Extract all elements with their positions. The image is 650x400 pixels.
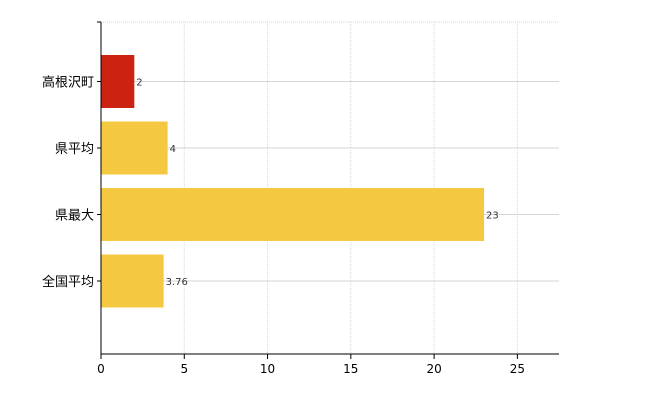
x-tick-label: 25 [510,362,525,376]
x-tick-label: 0 [97,362,105,376]
category-label: 県平均 [55,142,94,157]
x-tick-label: 15 [343,362,358,376]
bar-0 [101,55,135,108]
axes [97,21,559,359]
data-label: 3.76 [166,277,188,288]
x-tick-label: 5 [180,362,188,376]
data-label: 23 [486,211,499,222]
bar-2 [101,188,485,241]
bars [101,55,485,308]
x-tick-label: 20 [426,362,441,376]
category-label: 全国平均 [42,274,94,290]
bar-3 [101,254,164,308]
x-tick-label: 10 [260,362,275,376]
bar-1 [101,121,168,175]
data-label: 4 [170,144,176,155]
category-label: 高根沢町 [42,75,94,91]
data-label: 2 [136,78,142,89]
category-label: 県最大 [55,209,94,224]
